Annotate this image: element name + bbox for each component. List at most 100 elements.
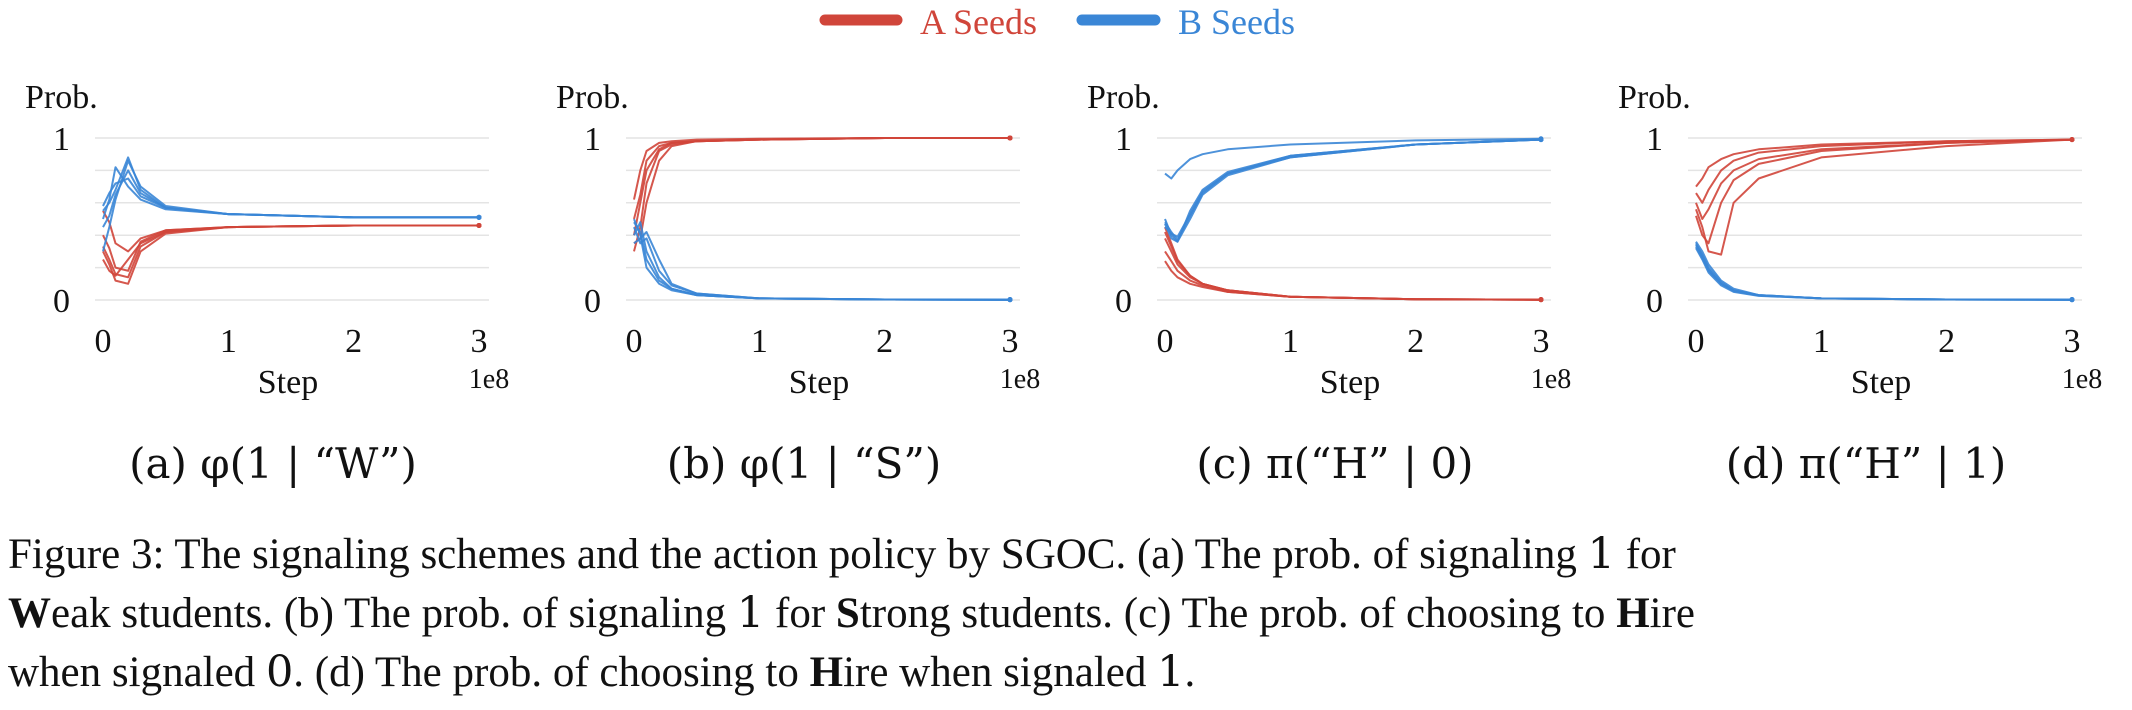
series-line-b-seeds bbox=[633, 218, 1011, 301]
series-line-a-seeds bbox=[633, 137, 1010, 220]
series-line-a-seeds bbox=[633, 137, 1010, 200]
series-line-a-seeds bbox=[1695, 138, 2073, 204]
x-tick-label: 3 bbox=[471, 323, 488, 360]
y-tick-label: 0 bbox=[584, 283, 601, 320]
series-line-b-seeds bbox=[102, 166, 479, 220]
x-tick-label: 3 bbox=[2064, 323, 2081, 360]
y-tick-label: 0 bbox=[1646, 283, 1663, 320]
series-line-b-seeds bbox=[1164, 137, 1542, 180]
x-axis-label: Step bbox=[1851, 364, 1911, 401]
caption-number: 0 bbox=[265, 647, 294, 697]
series-line-b-seeds bbox=[633, 221, 1011, 301]
caption-bold-letter: W bbox=[8, 590, 51, 637]
caption-bold-letter: H bbox=[809, 649, 844, 696]
series-end-point bbox=[2069, 297, 2075, 303]
caption-text: ire when signaled bbox=[843, 649, 1158, 696]
series-line-a-seeds bbox=[1164, 231, 1542, 301]
x-tick-label: 2 bbox=[876, 323, 893, 360]
x-tick-label: 0 bbox=[626, 323, 643, 360]
y-axis-label: Prob. bbox=[556, 79, 629, 116]
caption-text: when signaled bbox=[8, 649, 266, 696]
series-end-point bbox=[476, 214, 482, 220]
series-line-b-seeds bbox=[102, 177, 479, 219]
x-axis-label: Step bbox=[258, 364, 318, 401]
caption-text: for bbox=[1614, 531, 1676, 578]
y-tick-label: 1 bbox=[584, 121, 601, 158]
legend-label-a-seeds: A Seeds bbox=[920, 2, 1037, 42]
chart-panel-b: Prob. 0 1 0 1 2 3 Step 1e8 (b) φ(1 | “S”) bbox=[556, 79, 1040, 488]
subfigure-caption: (b) φ(1 | “S”) bbox=[667, 439, 941, 488]
x-tick-label: 3 bbox=[1533, 323, 1550, 360]
series-end-point bbox=[1007, 297, 1013, 303]
caption-number: 1 bbox=[736, 588, 765, 638]
y-tick-label: 1 bbox=[1646, 121, 1663, 158]
series-line-a-seeds bbox=[633, 137, 1010, 252]
x-tick-label: 1 bbox=[220, 323, 237, 360]
caption-text: Figure 3: The signaling schemes and the … bbox=[8, 531, 1588, 578]
series-line-b-seeds bbox=[1164, 138, 1542, 243]
series-line-b-seeds bbox=[633, 231, 1011, 301]
legend: A Seeds B Seeds bbox=[819, 2, 1295, 42]
figure-caption: Figure 3: The signaling schemes and the … bbox=[8, 525, 2126, 702]
x-axis-label: Step bbox=[789, 364, 849, 401]
series-line-b-seeds bbox=[1164, 138, 1542, 238]
series-line-b-seeds bbox=[102, 156, 479, 219]
series-line-b-seeds bbox=[1695, 246, 2073, 301]
y-tick-label: 1 bbox=[1115, 121, 1132, 158]
series-line-b-seeds bbox=[633, 226, 1011, 301]
x-tick-label: 1 bbox=[1282, 323, 1299, 360]
series-line-b-seeds bbox=[1695, 244, 2073, 301]
caption-text: . bbox=[1184, 649, 1196, 696]
x-axis-label: Step bbox=[1320, 364, 1380, 401]
series-line-b-seeds bbox=[1164, 138, 1542, 243]
caption-bold-letter: S bbox=[835, 590, 860, 637]
legend-label-b-seeds: B Seeds bbox=[1178, 2, 1295, 42]
series-line-a-seeds bbox=[633, 137, 1010, 245]
chart-panel-d: Prob. 0 1 0 1 2 3 Step 1e8 (d) π(“H” | 1) bbox=[1618, 79, 2102, 488]
caption-text: for bbox=[764, 590, 836, 637]
x-axis-multiplier: 1e8 bbox=[469, 364, 509, 395]
series-line-a-seeds bbox=[633, 137, 1010, 236]
x-tick-label: 2 bbox=[1938, 323, 1955, 360]
x-axis-multiplier: 1e8 bbox=[1000, 364, 1040, 395]
x-tick-label: 1 bbox=[1813, 323, 1830, 360]
series-end-point bbox=[2069, 137, 2075, 143]
series-line-a-seeds bbox=[1695, 138, 2073, 256]
series-line-a-seeds bbox=[1164, 250, 1542, 301]
y-tick-label: 0 bbox=[1115, 283, 1132, 320]
y-tick-label: 1 bbox=[53, 121, 70, 158]
y-tick-label: 0 bbox=[53, 283, 70, 320]
series-line-b-seeds bbox=[1695, 242, 2073, 301]
series-line-b-seeds bbox=[1695, 247, 2073, 301]
caption-text: trong students. (c) The prob. of choosin… bbox=[859, 590, 1617, 637]
x-tick-label: 2 bbox=[345, 323, 362, 360]
series-end-point bbox=[1538, 137, 1544, 143]
figure-panels: A Seeds B Seeds Prob. 0 1 0 1 2 3 Step 1e8 (a) φ(… bbox=[25, 2, 2102, 488]
x-tick-label: 0 bbox=[1688, 323, 1705, 360]
series-line-b-seeds bbox=[633, 221, 1011, 301]
caption-number: 1 bbox=[1587, 529, 1615, 579]
subfigure-caption: (c) π(“H” | 0) bbox=[1196, 439, 1473, 488]
caption-text: . (d) The prob. of choosing to bbox=[293, 649, 810, 696]
subfigure-caption: (a) φ(1 | “W”) bbox=[129, 439, 417, 488]
caption-text: eak students. (b) The prob. of signaling bbox=[51, 590, 737, 637]
x-tick-label: 0 bbox=[95, 323, 112, 360]
series-end-point bbox=[476, 222, 482, 228]
series-line-b-seeds bbox=[102, 169, 479, 228]
chart-panel-c: Prob. 0 1 0 1 2 3 Step 1e8 (c) π(“H” | 0) bbox=[1087, 79, 1571, 488]
x-tick-label: 1 bbox=[751, 323, 768, 360]
x-axis-multiplier: 1e8 bbox=[1531, 364, 1571, 395]
series-line-b-seeds bbox=[1164, 138, 1542, 242]
series-end-point bbox=[1538, 297, 1544, 303]
chart-panel-a: Prob. 0 1 0 1 2 3 Step 1e8 (a) φ(1 | “W”) bbox=[25, 79, 509, 488]
caption-number: 1 bbox=[1157, 647, 1185, 697]
y-axis-label: Prob. bbox=[1087, 79, 1160, 116]
caption-text: ire bbox=[1649, 590, 1695, 637]
caption-bold-letter: H bbox=[1616, 590, 1650, 637]
x-tick-label: 0 bbox=[1157, 323, 1174, 360]
y-axis-label: Prob. bbox=[1618, 79, 1691, 116]
series-end-point bbox=[1007, 135, 1013, 141]
subfigure-caption: (d) π(“H” | 1) bbox=[1726, 439, 2007, 488]
x-tick-label: 2 bbox=[1407, 323, 1424, 360]
series-line-b-seeds bbox=[1695, 241, 2073, 301]
